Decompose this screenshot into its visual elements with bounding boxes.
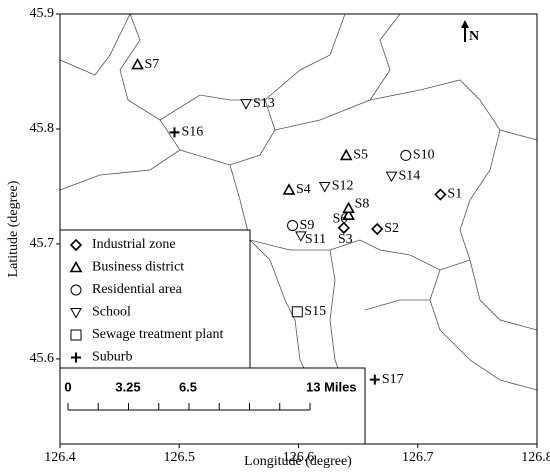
marker (385, 171, 398, 183)
marker (282, 183, 296, 195)
legend-symbol (69, 238, 83, 252)
legend-label: Suburb (92, 350, 132, 365)
legend-symbol (70, 308, 82, 319)
marker (318, 181, 331, 193)
point-label: S12 (332, 179, 354, 194)
y-tick-label: 45.9 (30, 6, 55, 21)
y-axis-label: Latitude (degree) (6, 180, 21, 277)
point-label: S16 (181, 125, 203, 140)
legend-symbol (69, 260, 83, 273)
scale-label: 0 (64, 379, 71, 394)
marker (400, 149, 412, 161)
marker (287, 220, 299, 232)
marker (342, 201, 355, 214)
marker (295, 231, 307, 242)
point-label: S6 (333, 211, 348, 226)
legend-symbol (70, 329, 82, 341)
legend-label: Residential area (92, 282, 183, 297)
marker (337, 221, 350, 234)
x-tick-label: 126.5 (164, 450, 196, 465)
y-tick-label: 45.8 (30, 121, 55, 136)
marker (291, 306, 303, 318)
point-label: S9 (300, 218, 315, 233)
x-tick-label: 126.4 (44, 450, 76, 465)
marker (131, 57, 144, 70)
marker (371, 222, 384, 236)
point-label: S7 (145, 57, 160, 72)
x-tick-label: 126.7 (402, 450, 434, 465)
point-label: S3 (338, 232, 353, 247)
point-label: S14 (399, 168, 421, 183)
marker (240, 99, 252, 110)
legend-label: Sewage treatment plant (92, 327, 224, 342)
point-label: S1 (447, 187, 462, 202)
marker (434, 188, 447, 201)
point-label: S2 (384, 221, 399, 236)
scale-label: 6.5 (179, 379, 197, 394)
legend (59, 229, 251, 369)
point-label: S11 (305, 232, 326, 247)
north-label: N (469, 29, 479, 44)
point-label: S17 (382, 372, 404, 387)
legend-symbol (71, 352, 81, 363)
y-tick-label: 45.6 (30, 351, 55, 366)
x-tick-label: 126.8 (521, 450, 550, 465)
scale-bar-box (59, 367, 366, 445)
y-tick-label: 45.7 (30, 236, 55, 251)
point-label: S10 (413, 148, 435, 163)
point-label: S13 (253, 96, 275, 111)
marker (339, 148, 353, 161)
scale-label: 3.25 (115, 379, 140, 394)
north-arrow: N (461, 20, 479, 44)
marker (369, 374, 380, 385)
legend-label: Industrial zone (92, 237, 176, 252)
legend-label: Business district (92, 260, 184, 275)
x-axis-label: Longitude (degree) (244, 454, 352, 469)
x-tick-label: 126.6 (283, 450, 315, 465)
legend-symbol (70, 284, 82, 296)
marker (342, 208, 355, 221)
point-label: S5 (353, 148, 368, 163)
legend-label: School (92, 305, 131, 320)
scale-label: 13 Miles (306, 379, 357, 394)
point-label: S15 (304, 304, 326, 319)
point-label: S4 (296, 182, 311, 197)
point-label: S8 (355, 197, 370, 212)
marker (169, 127, 180, 138)
